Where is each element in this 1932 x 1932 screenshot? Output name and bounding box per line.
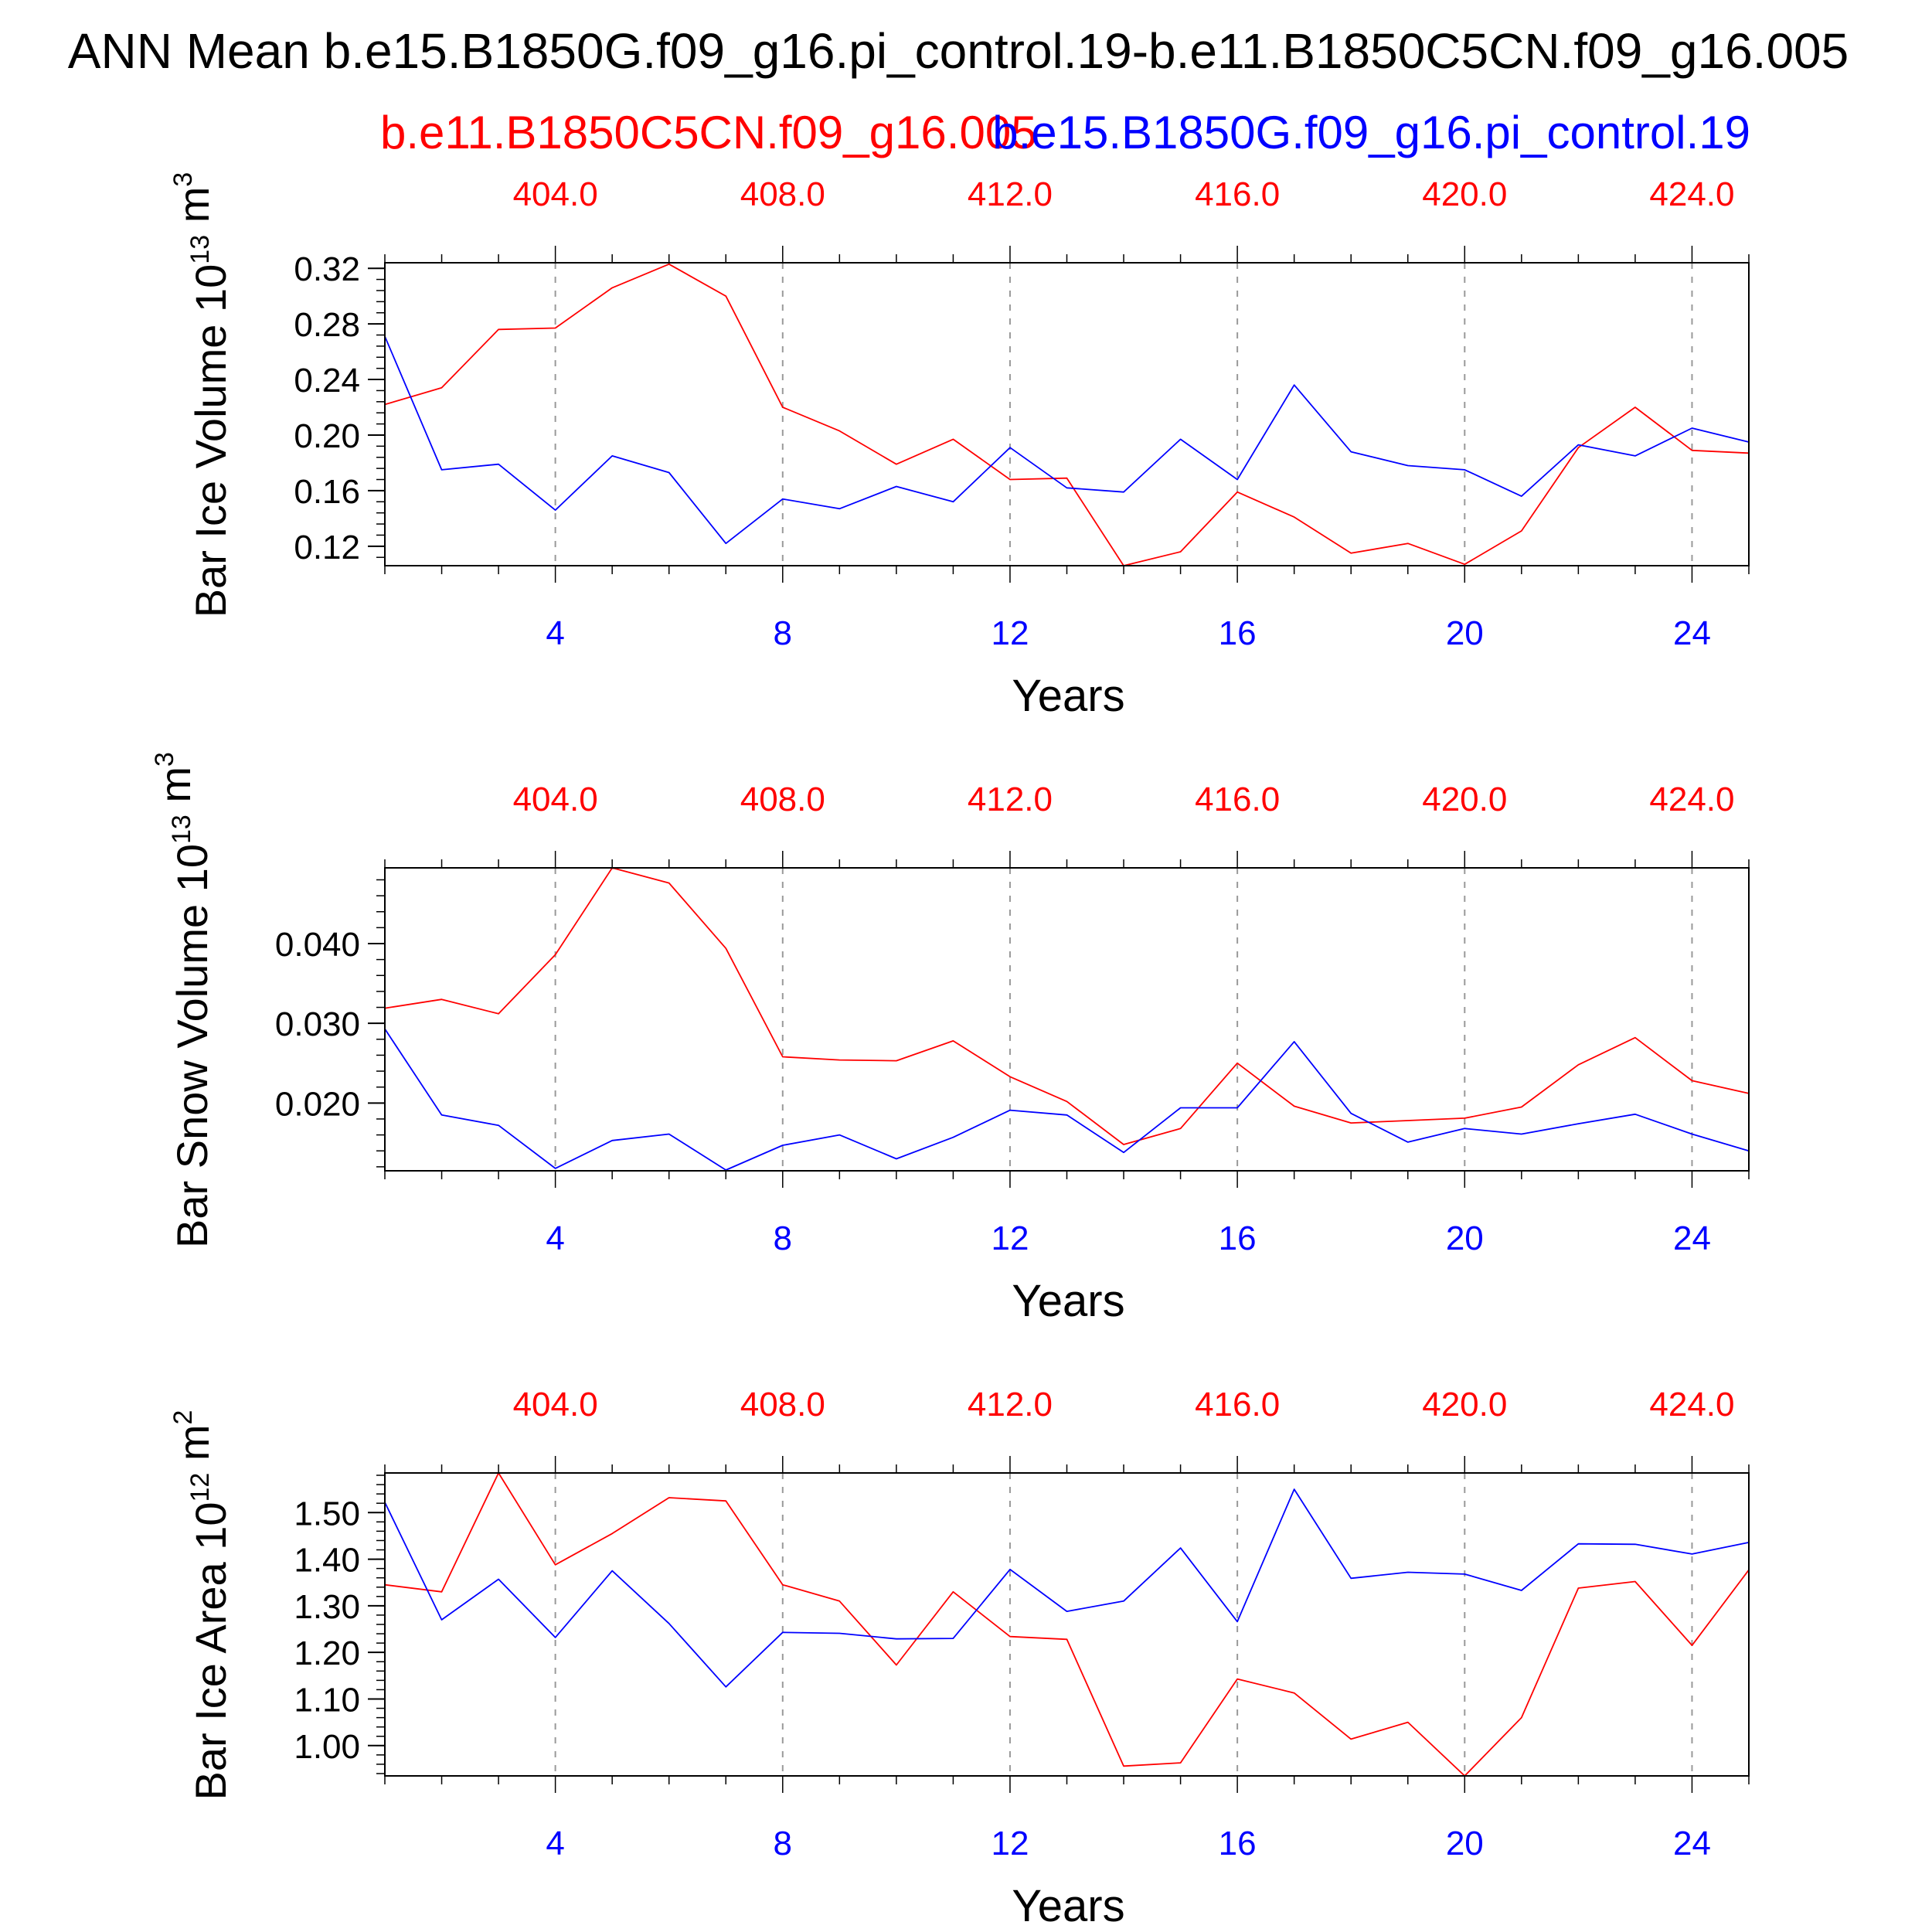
x-tick-label-top: 412.0 [968, 175, 1053, 213]
y-tick-label: 0.16 [294, 473, 360, 511]
x-tick-label-top: 424.0 [1649, 781, 1734, 818]
series-line-2 [384, 1028, 1750, 1171]
y-tick-label: 0.040 [275, 926, 360, 964]
x-tick-label-bottom: 20 [1446, 1825, 1484, 1862]
series-line-2 [384, 1488, 1750, 1688]
y-tick-label: 0.28 [294, 306, 360, 344]
x-tick-label-top: 404.0 [513, 1386, 598, 1423]
y-tick-label: 0.20 [294, 417, 360, 455]
y-tick-label: 1.50 [294, 1495, 360, 1532]
x-tick-label-top: 412.0 [968, 781, 1053, 818]
x-tick-label-top: 408.0 [740, 781, 825, 818]
y-tick-label: 1.30 [294, 1588, 360, 1626]
x-tick-label-top: 424.0 [1649, 1386, 1734, 1423]
plot-frame [384, 867, 1750, 1172]
x-tick-label-top: 416.0 [1195, 175, 1280, 213]
x-tick-label-top: 416.0 [1195, 781, 1280, 818]
y-tick-label: 0.32 [294, 250, 360, 288]
x-tick-label-top: 408.0 [740, 1386, 825, 1423]
x-tick-label-bottom: 16 [1219, 614, 1257, 652]
x-tick-label-top: 412.0 [968, 1386, 1053, 1423]
x-tick-label-bottom: 8 [774, 1825, 792, 1862]
x-tick-label-top: 420.0 [1422, 781, 1507, 818]
x-tick-label-bottom: 24 [1673, 1219, 1711, 1257]
y-tick-label: 1.10 [294, 1681, 360, 1719]
y-axis-label: Bar Snow Volume 1013 m3 [150, 752, 216, 1248]
x-tick-label-bottom: 4 [546, 1219, 564, 1257]
chart-panel-3: 1.00 1.10 1.20 1.30 1.40 1.50 4 8 12 16 20 24 404.0 4… [168, 1386, 1750, 1931]
y-tick-label: 0.24 [294, 362, 360, 400]
series-line-2 [384, 335, 1750, 545]
x-tick-label-bottom: 20 [1446, 614, 1484, 652]
y-tick-label: 1.00 [294, 1728, 360, 1766]
y-tick-label: 1.20 [294, 1634, 360, 1672]
x-axis-label: Years [1012, 1276, 1124, 1326]
x-tick-label-bottom: 12 [991, 1825, 1029, 1862]
x-tick-label-bottom: 12 [991, 1219, 1029, 1257]
plot-frame [384, 1472, 1750, 1777]
y-tick-label: 0.020 [275, 1085, 360, 1123]
y-tick-label: 1.40 [294, 1542, 360, 1580]
x-tick-label-bottom: 8 [774, 1219, 792, 1257]
x-tick-label-bottom: 4 [546, 1825, 564, 1862]
y-axis-label: Bar Ice Volume 1013 m3 [168, 172, 235, 618]
x-tick-label-bottom: 12 [991, 614, 1029, 652]
series-line-1 [384, 1472, 1750, 1777]
x-tick-label-bottom: 8 [774, 614, 792, 652]
x-tick-label-bottom: 20 [1446, 1219, 1484, 1257]
x-tick-label-bottom: 24 [1673, 614, 1711, 652]
x-tick-label-bottom: 24 [1673, 1825, 1711, 1862]
x-tick-label-bottom: 16 [1219, 1219, 1257, 1257]
y-tick-label: 0.12 [294, 529, 360, 566]
y-axis-label: Bar Ice Area 1012 m2 [168, 1410, 235, 1801]
x-tick-label-top: 404.0 [513, 781, 598, 818]
x-tick-label-bottom: 4 [546, 614, 564, 652]
x-tick-label-top: 404.0 [513, 175, 598, 213]
series-line-1 [384, 263, 1750, 566]
legend-series1-label: b.e11.B1850C5CN.f09_g16.005 [380, 107, 1037, 158]
chart-panel-1: 0.12 0.16 0.20 0.24 0.28 0.32 4 8 12 16 20 24 404.0 4… [168, 172, 1750, 721]
x-tick-label-top: 416.0 [1195, 1386, 1280, 1423]
x-tick-label-top: 424.0 [1649, 175, 1734, 213]
chart-panel-2: 0.020 0.030 0.040 4 8 12 16 20 24 404.0 408.0 412.0… [150, 752, 1750, 1326]
x-axis-label: Years [1012, 1881, 1124, 1931]
x-tick-label-bottom: 16 [1219, 1825, 1257, 1862]
plot-frame [384, 262, 1750, 566]
chart-title: ANN Mean b.e15.B1850G.f09_g16.pi_control… [68, 23, 1849, 79]
series-line-1 [384, 867, 1750, 1145]
legend-series2-label: b.e15.B1850G.f09_g16.pi_control.19 [992, 107, 1750, 158]
x-tick-label-top: 420.0 [1422, 1386, 1507, 1423]
y-tick-label: 0.030 [275, 1005, 360, 1043]
x-tick-label-top: 408.0 [740, 175, 825, 213]
x-tick-label-top: 420.0 [1422, 175, 1507, 213]
x-axis-label: Years [1012, 671, 1124, 721]
